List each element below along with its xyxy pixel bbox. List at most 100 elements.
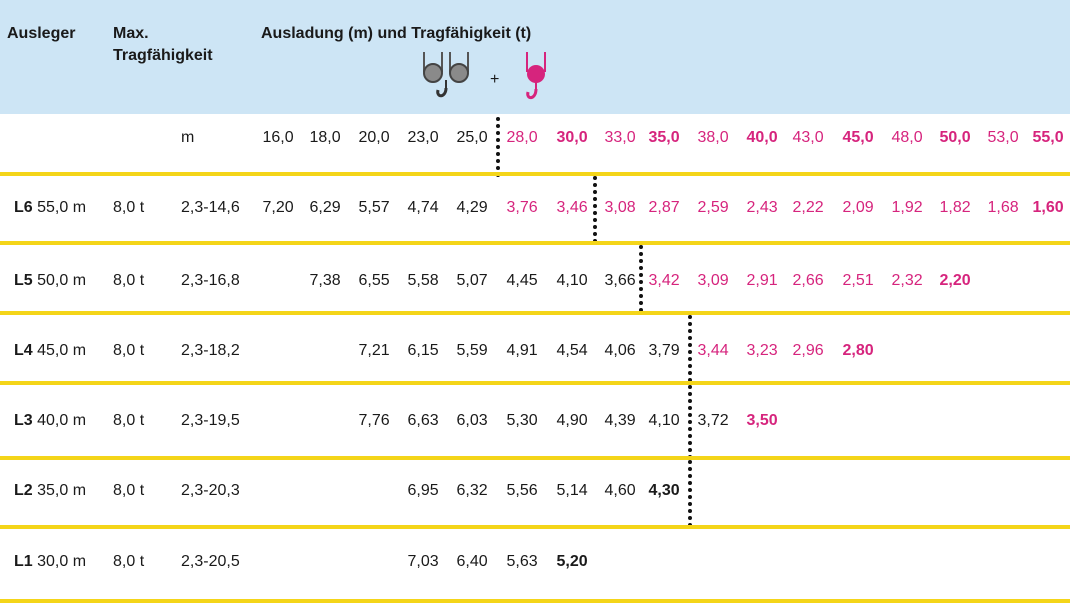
reeving-boundary-dot	[688, 427, 692, 431]
reeving-boundary-dot	[688, 495, 692, 499]
reeving-boundary-dot	[496, 152, 500, 156]
boom-code: L1	[14, 553, 33, 570]
reeving-boundary-dot	[593, 204, 597, 208]
reeving-boundary-dot	[688, 406, 692, 410]
reeving-boundary-dot	[688, 378, 692, 382]
capacity-cell: 3,72	[697, 412, 729, 429]
capacity-cell: 3,50	[746, 412, 778, 429]
reeving-boundary-dot	[688, 322, 692, 326]
radius-header-cell: 50,0	[939, 129, 971, 146]
boom-code: L2	[14, 482, 33, 499]
capacity-cell: 4,10	[556, 272, 588, 289]
radius-header-cell: 45,0	[842, 129, 874, 146]
boom-length: 35,0 m	[32, 482, 87, 499]
radius-range-cell: 2,3-19,5	[181, 412, 240, 429]
capacity-cell: 4,60	[604, 482, 636, 499]
radius-header-cell: 40,0	[746, 129, 778, 146]
max-load-cell: 8,0 t	[113, 272, 145, 289]
capacity-cell: 3,79	[648, 342, 680, 359]
capacity-cell: 3,46	[556, 199, 588, 216]
radius-header-cell: 53,0	[987, 129, 1019, 146]
reeving-boundary-dot	[496, 166, 500, 170]
table-header: Ausleger Max. Tragfähigkeit Ausladung (m…	[0, 0, 1070, 114]
reeving-boundary-dot	[688, 460, 692, 464]
max-load-cell: 8,0 t	[113, 199, 145, 216]
radius-header-cell: 20,0	[358, 129, 390, 146]
radius-range-cell: 2,3-20,3	[181, 482, 240, 499]
capacity-cell: 3,76	[506, 199, 538, 216]
max-load-cell: 8,0 t	[113, 553, 145, 570]
column-header-radius-capacity: Ausladung (m) und Tragfähigkeit (t)	[261, 25, 532, 42]
capacity-cell: 7,21	[358, 342, 390, 359]
capacity-cell: 6,95	[407, 482, 439, 499]
capacity-cell: 3,23	[746, 342, 778, 359]
radius-header-cell: 30,0	[556, 129, 588, 146]
capacity-cell: 2,96	[792, 342, 824, 359]
capacity-cell: 6,63	[407, 412, 439, 429]
capacity-cell: 5,57	[358, 199, 390, 216]
reeving-boundary-dot	[688, 474, 692, 478]
row-divider	[0, 599, 1070, 603]
capacity-cell: 4,29	[456, 199, 488, 216]
row-divider	[0, 456, 1070, 460]
boom-length: 40,0 m	[32, 412, 87, 429]
capacity-cell: 2,80	[842, 342, 874, 359]
reeving-boundary-dot	[688, 448, 692, 452]
radius-header-cell: 38,0	[697, 129, 729, 146]
reeving-boundary-dot	[688, 434, 692, 438]
radius-header-cell: 16,0	[262, 129, 294, 146]
radius-range-cell: 2,3-20,5	[181, 553, 240, 570]
capacity-cell: 2,66	[792, 272, 824, 289]
radius-header-cell: 28,0	[506, 129, 538, 146]
capacity-cell: 4,54	[556, 342, 588, 359]
reeving-boundary-dot	[688, 509, 692, 513]
capacity-cell: 6,03	[456, 412, 488, 429]
radius-range-cell: 2,3-18,2	[181, 342, 240, 359]
boom-label: L6 55,0 m	[14, 198, 86, 218]
capacity-cell: 1,92	[891, 199, 923, 216]
reeving-boundary-dot	[688, 336, 692, 340]
capacity-cell: 5,58	[407, 272, 439, 289]
reeving-boundary-dot	[688, 371, 692, 375]
radius-header-cell: 48,0	[891, 129, 923, 146]
radius-range-cell: 2,3-16,8	[181, 272, 240, 289]
capacity-cell: 6,55	[358, 272, 390, 289]
capacity-cell: 2,43	[746, 199, 778, 216]
capacity-cell: 5,63	[506, 553, 538, 570]
capacity-cell: 2,59	[697, 199, 729, 216]
reeving-boundary-dot	[688, 357, 692, 361]
capacity-cell: 6,32	[456, 482, 488, 499]
reeving-boundary-dot	[639, 280, 643, 284]
reeving-boundary-dot	[688, 350, 692, 354]
max-load-cell: 8,0 t	[113, 342, 145, 359]
capacity-cell: 7,20	[262, 199, 294, 216]
radius-header-cell: 25,0	[456, 129, 488, 146]
reeving-boundary-dot	[496, 124, 500, 128]
capacity-cell: 4,91	[506, 342, 538, 359]
reeving-boundary-dot	[688, 516, 692, 520]
capacity-cell: 2,87	[648, 199, 680, 216]
reeving-boundary-dot	[639, 294, 643, 298]
row-divider	[0, 241, 1070, 245]
double-sheave-hook-block-icon	[423, 52, 469, 98]
max-load-cell: 8,0 t	[113, 412, 145, 429]
reeving-boundary-dot	[593, 225, 597, 229]
boom-label: L3 40,0 m	[14, 411, 86, 431]
reeving-boundary-dot	[496, 138, 500, 142]
reeving-boundary-dot	[688, 315, 692, 319]
reeving-boundary-dot	[639, 266, 643, 270]
reeving-boundary-dot	[639, 273, 643, 277]
capacity-cell: 3,66	[604, 272, 636, 289]
capacity-cell: 2,51	[842, 272, 874, 289]
capacity-cell: 4,45	[506, 272, 538, 289]
unit-label: m	[181, 129, 195, 146]
reeving-boundary-dot	[639, 252, 643, 256]
column-header-max-load-1: Max.	[113, 25, 149, 42]
radius-header-cell: 18,0	[309, 129, 341, 146]
capacity-cell: 3,09	[697, 272, 729, 289]
radius-header-cell: 23,0	[407, 129, 439, 146]
capacity-cell: 6,40	[456, 553, 488, 570]
boom-length: 45,0 m	[32, 342, 87, 359]
reeving-boundary-dot	[593, 232, 597, 236]
capacity-cell: 4,90	[556, 412, 588, 429]
